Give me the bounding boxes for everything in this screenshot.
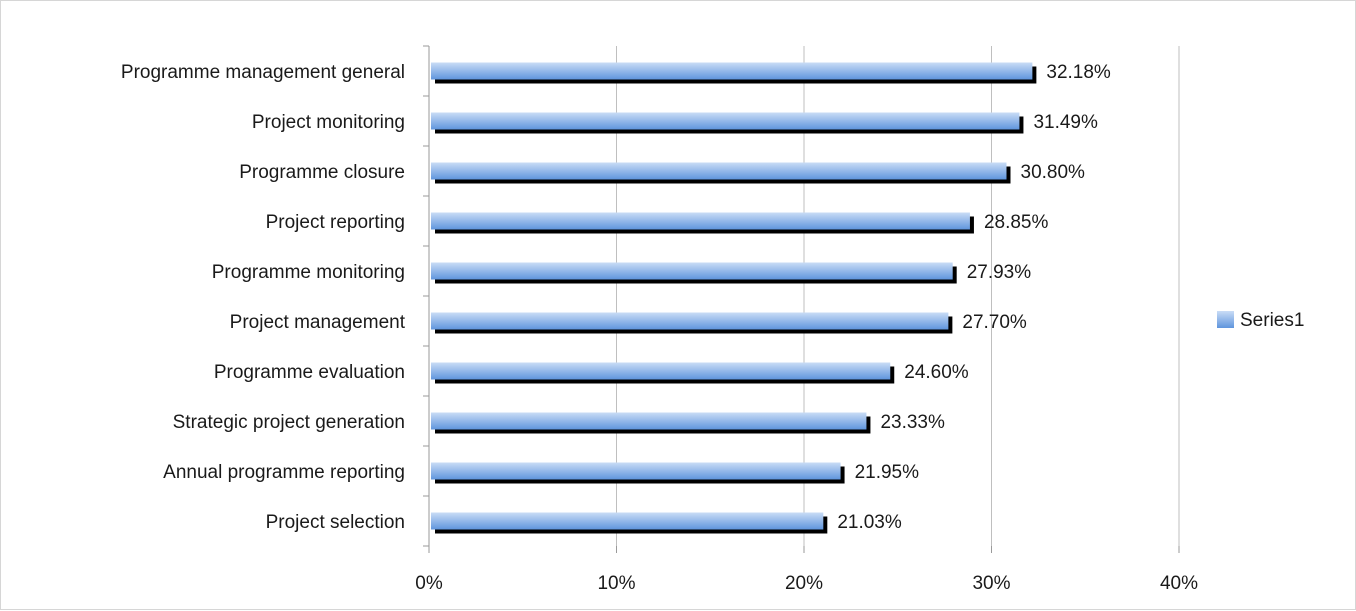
category-label: Project selection — [266, 512, 405, 533]
category-label: Project management — [230, 312, 406, 333]
legend-label-series1: Series1 — [1240, 310, 1304, 331]
category-label: Annual programme reporting — [163, 462, 405, 483]
category-label: Strategic project generation — [173, 412, 405, 433]
data-label: 32.18% — [1046, 62, 1111, 83]
x-tick-label: 40% — [1160, 573, 1198, 594]
category-label: Programme evaluation — [214, 362, 405, 383]
bars — [431, 62, 1037, 534]
data-label: 30.80% — [1021, 162, 1086, 183]
data-label: 21.03% — [837, 512, 902, 533]
bar — [431, 62, 1033, 80]
bar — [431, 162, 1007, 180]
labels: 0% 10% 20% 30% 40% Programme management gener… — [121, 62, 1198, 594]
data-label: 27.93% — [967, 262, 1032, 283]
data-label: 31.49% — [1033, 112, 1098, 133]
x-tick-label: 20% — [785, 573, 823, 594]
data-label: 24.60% — [904, 362, 969, 383]
legend-swatch-series1 — [1217, 311, 1234, 328]
category-label: Programme management general — [121, 62, 405, 83]
bar — [431, 362, 891, 380]
bar — [431, 112, 1020, 130]
bar — [431, 262, 953, 280]
data-label: 21.95% — [855, 462, 920, 483]
legend: Series1 — [1217, 310, 1304, 331]
data-label: 23.33% — [880, 412, 945, 433]
bar — [431, 412, 867, 430]
bar — [431, 512, 824, 530]
x-tick-label: 10% — [597, 573, 635, 594]
data-label: 27.70% — [962, 312, 1027, 333]
axes — [423, 45, 1180, 553]
category-label: Programme monitoring — [212, 262, 405, 283]
category-label: Project monitoring — [252, 112, 405, 133]
bar — [431, 212, 970, 230]
x-tick-label: 0% — [415, 573, 443, 594]
bar — [431, 312, 949, 330]
x-tick-label: 30% — [972, 573, 1010, 594]
category-label: Programme closure — [239, 162, 405, 183]
data-label: 28.85% — [984, 212, 1049, 233]
category-label: Project reporting — [266, 212, 405, 233]
bar — [431, 462, 841, 480]
